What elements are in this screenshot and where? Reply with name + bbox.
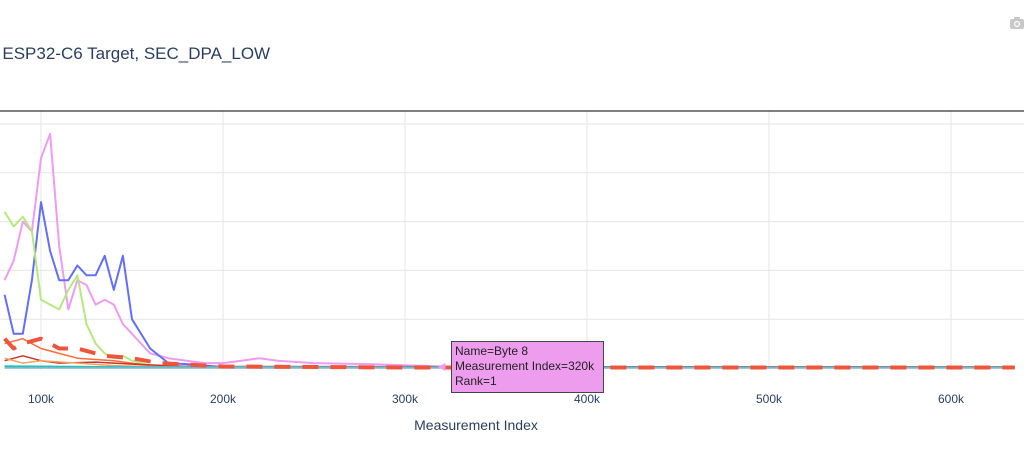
x-tick-label: 300k [392,392,419,406]
tooltip-rank: Rank=1 [455,374,497,388]
x-tick-label: 600k [938,392,965,406]
series-line-0[interactable] [3,132,1015,368]
x-tick-label: 200k [210,392,237,406]
tooltip-name: Name=Byte 8 [455,344,529,358]
x-tick-label: 500k [756,392,783,406]
grid-lines [0,111,1024,370]
hover-pointer [437,363,446,372]
x-tick-label: 400k [574,392,601,406]
tooltip-index: Measurement Index=320k [455,359,595,373]
chart-title: r ESP32-C6 Target, SEC_DPA_LOW [0,44,271,63]
series-lines [3,132,1015,372]
x-tick-labels: 100k 200k 300k 400k 500k 600k [28,392,965,406]
x-tick-label: 100k [28,392,55,406]
x-axis-title: Measurement Index [414,417,538,433]
hover-tooltip: Name=Byte 8 Measurement Index=320k Rank=… [451,341,604,393]
camera-icon[interactable] [1010,17,1024,29]
